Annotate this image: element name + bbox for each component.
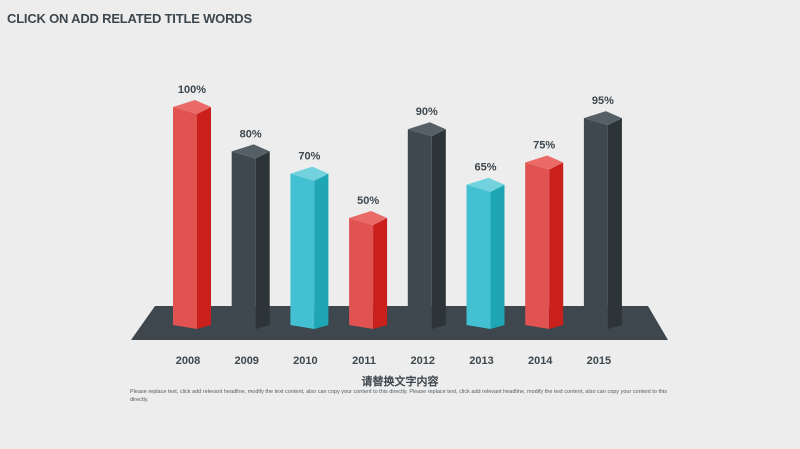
bar-side-face [549, 162, 564, 329]
data-label: 65% [474, 162, 496, 174]
bar-front-face [466, 184, 491, 329]
chart-caption: 请替换文字内容 [361, 376, 439, 388]
bar-front-face [231, 151, 256, 329]
bar-front-face [290, 173, 315, 329]
bar-top-face [173, 100, 211, 114]
data-label: 50% [357, 195, 379, 207]
data-label: 80% [240, 128, 262, 140]
bar-side-face [197, 107, 211, 329]
bar-top-face [583, 111, 622, 126]
bar-front-face [173, 107, 197, 329]
data-label: 100% [178, 84, 206, 96]
bar-side-face [255, 151, 270, 329]
bar-top-face [525, 155, 564, 170]
bar-top-face [290, 166, 329, 181]
category-label: 2014 [528, 355, 553, 367]
data-label: 75% [533, 140, 555, 152]
bar-2014 [525, 155, 564, 329]
bar-top-face [349, 211, 388, 225]
bar-front-face [407, 129, 432, 329]
bar-2009 [231, 144, 270, 329]
bar-front-face [583, 118, 608, 329]
bar-side-face [431, 129, 446, 329]
slide-title: CLICK ON ADD RELATED TITLE WORDS [7, 11, 252, 26]
bar-side-face [490, 184, 505, 329]
data-label: 90% [416, 106, 438, 118]
bar-side-face [314, 173, 329, 329]
bar-group [173, 100, 622, 329]
bar-front-face [349, 218, 374, 329]
bar-side-face [373, 218, 388, 329]
category-label: 2011 [352, 355, 376, 367]
bar-front-face [525, 162, 550, 329]
bar-2013 [466, 177, 505, 329]
bar-2010 [290, 166, 329, 329]
category-label: 2015 [587, 355, 611, 367]
bar-top-face [407, 122, 446, 137]
data-label: 70% [298, 151, 320, 163]
bar-side-face [607, 118, 622, 329]
bar-top-face [466, 177, 505, 192]
data-label: 95% [592, 95, 614, 107]
bar-2012 [407, 122, 446, 329]
category-label: 2008 [176, 355, 200, 367]
bar-2015 [583, 111, 622, 329]
category-label: 2013 [469, 355, 493, 367]
category-label: 2009 [234, 355, 258, 367]
bar-top-face [231, 144, 270, 159]
category-label: 2012 [411, 355, 435, 367]
body-text: Please replace text, click add relevant … [130, 389, 668, 403]
bar-2008 [173, 100, 211, 329]
bar-2011 [349, 211, 388, 329]
category-label: 2010 [293, 355, 317, 367]
